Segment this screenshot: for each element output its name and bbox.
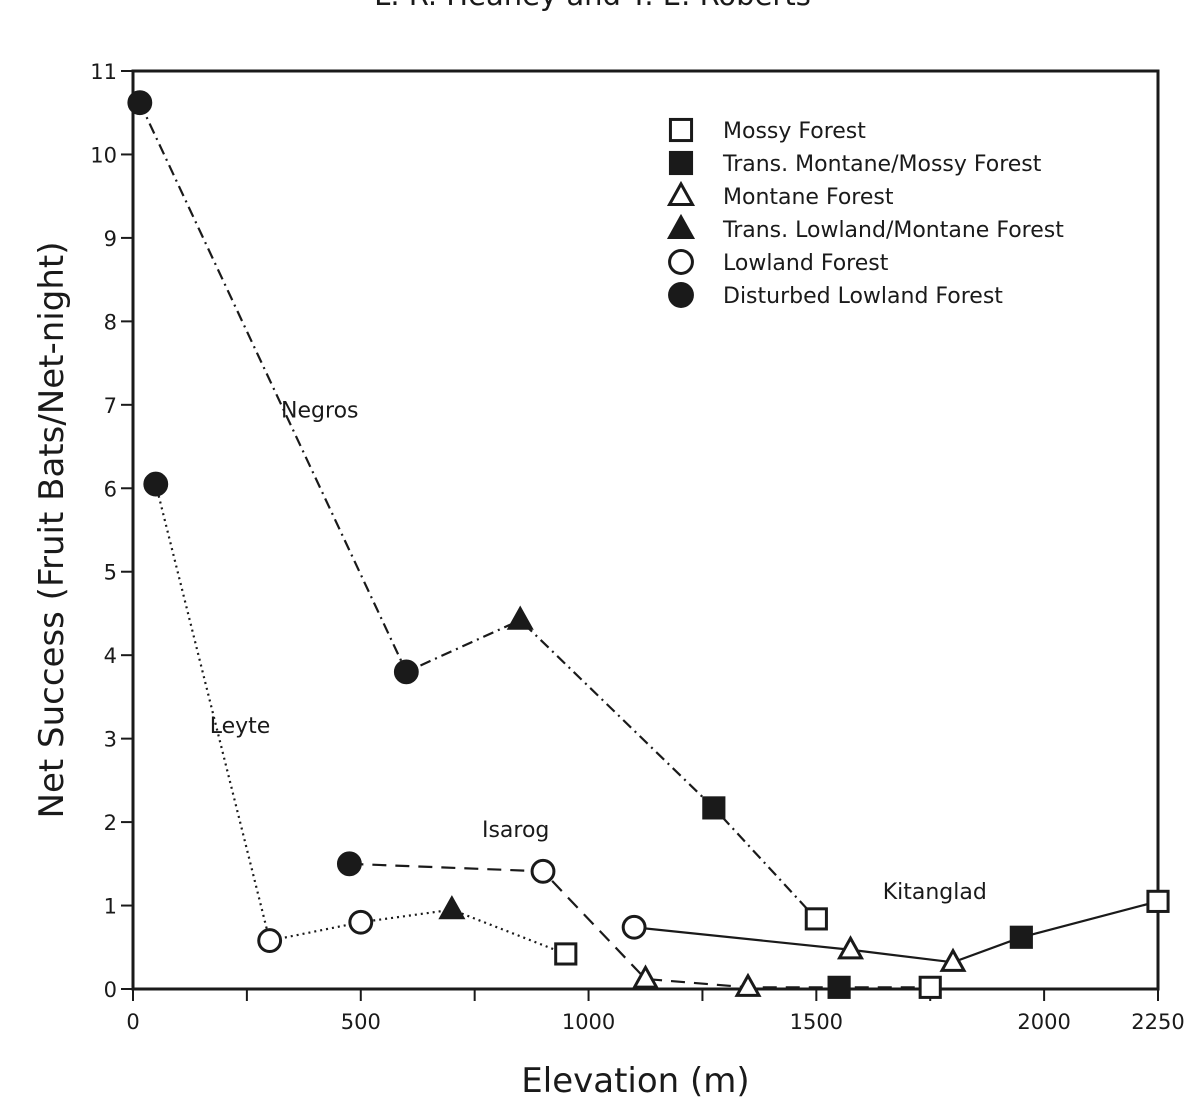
data-point-kitanglad-square-open xyxy=(1146,889,1170,913)
y-tick-label: 11 xyxy=(90,60,117,84)
y-axis-title: Net Success (Fruit Bats/Net-night) xyxy=(32,242,72,819)
legend-label: Montane Forest xyxy=(723,185,894,210)
y-tick-label: 10 xyxy=(90,143,117,167)
legend-label: Mossy Forest xyxy=(723,119,866,144)
data-point-leyte-circle-open xyxy=(348,909,374,935)
x-tick-label: 0 xyxy=(126,1010,139,1034)
data-point-leyte-triangle-filled xyxy=(438,895,466,920)
series-line-isarog xyxy=(349,862,931,989)
y-tick-label: 5 xyxy=(104,561,117,585)
series-annotation: Kitanglad xyxy=(883,880,987,905)
x-tick-label: 500 xyxy=(341,1010,381,1034)
legend-marker-square-open xyxy=(668,117,694,143)
legend-label: Trans. Montane/Mossy Forest xyxy=(722,152,1042,177)
data-point-leyte-circle-open xyxy=(257,928,283,954)
data-point-isarog-triangle-open xyxy=(734,972,762,997)
data-point-isarog-square-open xyxy=(918,975,942,999)
data-point-kitanglad-square-filled xyxy=(1009,925,1033,949)
page-header-authors: L. R. Heaney and T. E. Roberts xyxy=(0,0,1185,12)
data-point-negros-circle-filled xyxy=(393,659,419,685)
series-annotation: Leyte xyxy=(210,714,271,739)
data-point-negros-triangle-filled xyxy=(506,605,534,630)
legend-marker-circle-filled xyxy=(668,282,694,308)
legend-label: Lowland Forest xyxy=(723,251,889,276)
data-point-negros-square-open xyxy=(804,907,828,931)
x-tick-label: 1000 xyxy=(562,1010,615,1034)
series-line-kitanglad xyxy=(633,900,1159,964)
legend-marker-circle-open xyxy=(668,249,694,275)
y-tick-label: 9 xyxy=(104,227,117,251)
y-tick-label: 2 xyxy=(104,811,117,835)
series-annotation: Negros xyxy=(281,398,358,423)
data-point-leyte-square-open xyxy=(554,942,578,966)
data-point-isarog-circle-filled xyxy=(336,851,362,877)
y-tick-label: 1 xyxy=(104,895,117,919)
y-tick-label: 4 xyxy=(104,644,117,668)
y-tick-label: 7 xyxy=(104,394,117,418)
legend-marker-triangle-filled xyxy=(666,213,696,239)
data-point-negros-square-filled xyxy=(702,796,726,820)
data-point-isarog-square-filled xyxy=(827,975,851,999)
series-line-leyte xyxy=(154,483,567,955)
legend-label: Disturbed Lowland Forest xyxy=(723,284,1003,309)
y-tick-label: 8 xyxy=(104,310,117,334)
series-annotation: Isarog xyxy=(482,818,549,843)
x-tick-label: 1500 xyxy=(790,1010,843,1034)
data-point-kitanglad-triangle-open xyxy=(939,947,967,972)
x-tick-label: 2000 xyxy=(1017,1010,1070,1034)
plot-frame xyxy=(131,69,1160,991)
legend-label: Trans. Lowland/Montane Forest xyxy=(722,218,1064,243)
x-axis-title: Elevation (m) xyxy=(521,1061,749,1101)
y-tick-label: 0 xyxy=(104,978,117,1002)
data-point-isarog-triangle-open xyxy=(631,964,660,989)
y-tick-label: 3 xyxy=(104,728,117,752)
data-point-leyte-circle-filled xyxy=(143,471,169,497)
data-point-isarog-circle-open xyxy=(530,858,556,884)
data-point-kitanglad-circle-open xyxy=(621,914,647,940)
x-tick-label: 2250 xyxy=(1131,1010,1184,1034)
legend-marker-triangle-open xyxy=(666,180,696,206)
data-point-negros-circle-filled xyxy=(127,90,153,116)
page-header-clip: L. R. Heaney and T. E. Roberts xyxy=(0,0,1185,36)
y-tick-label: 6 xyxy=(104,477,117,501)
data-point-kitanglad-triangle-open xyxy=(836,935,865,960)
legend-marker-square-filled xyxy=(668,150,694,176)
